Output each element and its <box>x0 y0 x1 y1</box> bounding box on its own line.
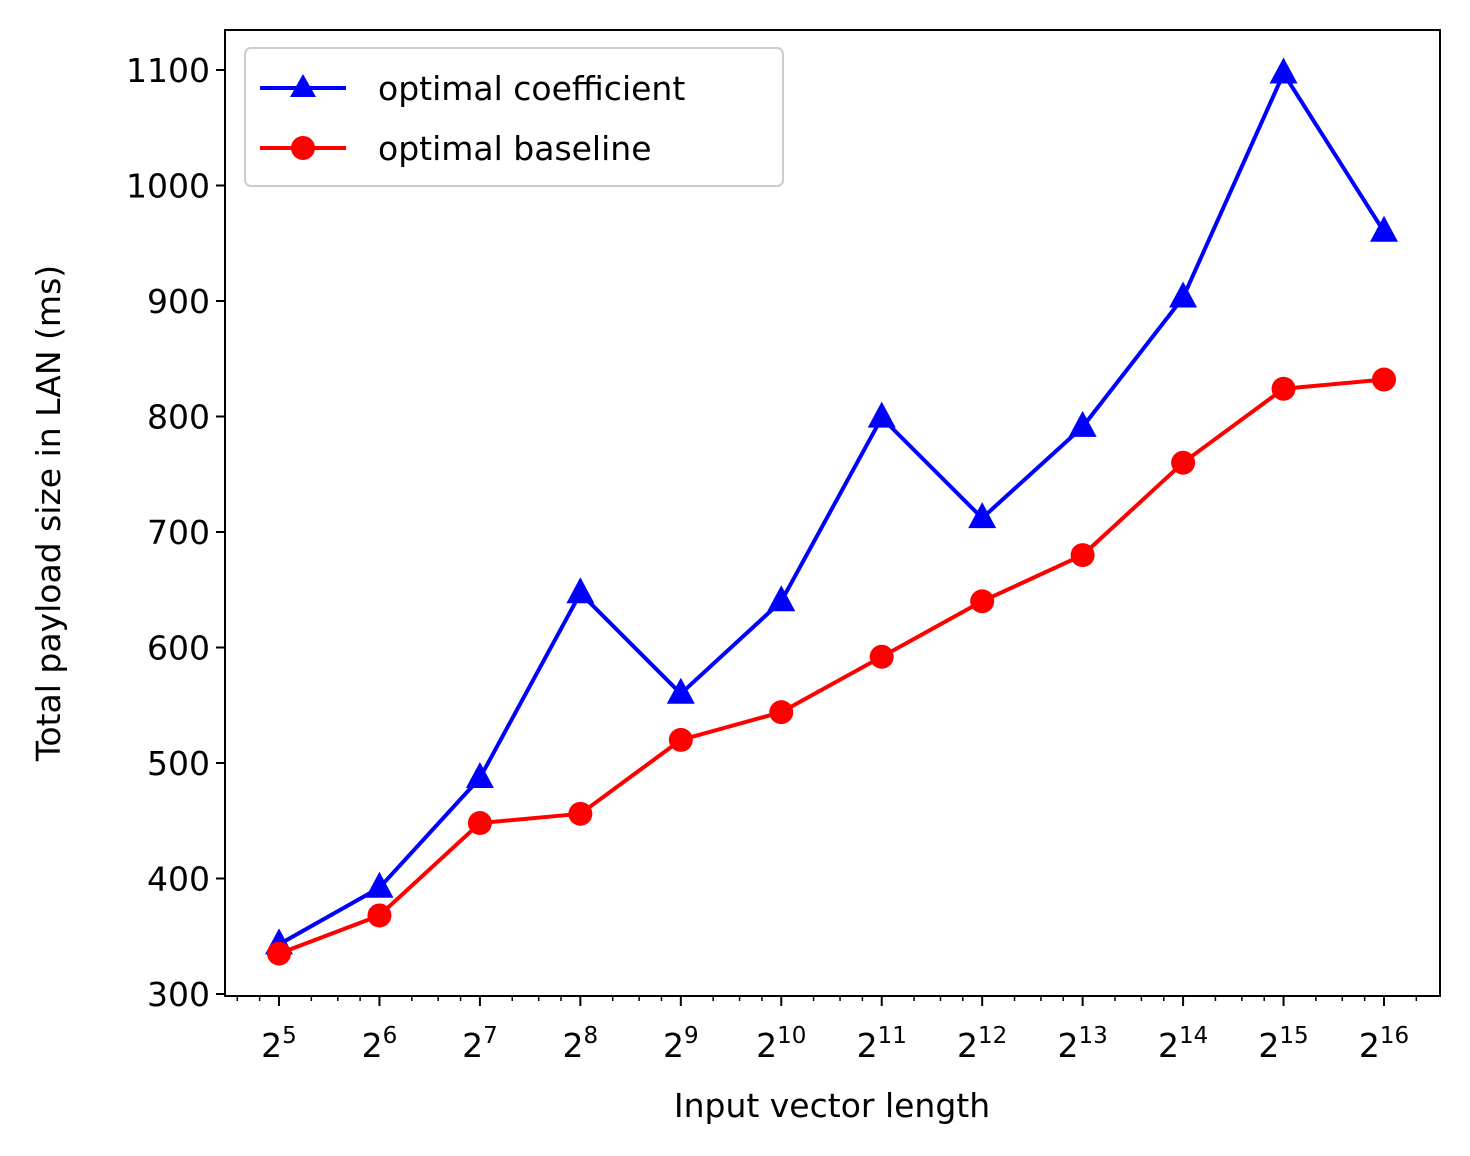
x-tick-base: 2 <box>663 1026 684 1065</box>
x-tick-base: 2 <box>563 1026 584 1065</box>
x-tick-base: 2 <box>857 1026 878 1065</box>
x-tick-exponent: 7 <box>483 1023 498 1049</box>
y-tick-label: 600 <box>147 629 210 668</box>
x-tick-label: 212 <box>957 1023 1007 1065</box>
series-line-optimal-baseline <box>278 377 1385 956</box>
legend-triangle-marker <box>290 74 316 97</box>
x-tick-label: 216 <box>1359 1023 1409 1065</box>
plot-frame <box>224 29 1441 997</box>
legend-box <box>244 47 784 187</box>
legend-label-coefficient: optimal coefficient <box>378 69 685 108</box>
y-tick-label: 900 <box>147 282 210 321</box>
x-tick-base: 2 <box>957 1026 978 1065</box>
data-point-circle <box>267 941 291 966</box>
x-tick-exponent: 6 <box>383 1023 398 1049</box>
data-point-circle <box>970 589 995 614</box>
x-tick-label: 213 <box>1057 1023 1107 1065</box>
data-point-triangle <box>365 871 394 898</box>
x-tick-base: 2 <box>756 1026 777 1065</box>
y-tick-label: 300 <box>147 975 210 1014</box>
x-tick-label: 26 <box>362 1023 398 1065</box>
x-tick-exponent: 9 <box>684 1023 699 1049</box>
x-tick-label: 210 <box>756 1023 806 1065</box>
x-tick-base: 2 <box>1359 1026 1380 1065</box>
x-axis: 25 26 27 28 29 210 211 212 213 214 215 216 <box>236 996 1418 1065</box>
x-tick-exponent: 16 <box>1380 1023 1409 1049</box>
data-point-triangle <box>867 401 896 428</box>
data-point-circle <box>1372 367 1396 392</box>
data-point-triangle <box>566 577 595 604</box>
x-tick-exponent: 13 <box>1078 1023 1107 1049</box>
x-tick-base: 2 <box>362 1026 383 1065</box>
x-tick-base: 2 <box>1057 1026 1078 1065</box>
data-point-circle <box>769 700 794 725</box>
y-axis-label: Total payload size in LAN (ms) <box>29 265 68 762</box>
x-tick-exponent: 5 <box>282 1023 297 1049</box>
data-point-triangle <box>767 585 796 612</box>
data-point-circle <box>1171 450 1196 475</box>
data-point-triangle <box>1370 215 1398 242</box>
data-point-circle <box>467 811 492 836</box>
legend-label-baseline: optimal baseline <box>378 129 652 168</box>
data-point-circle <box>1070 543 1095 568</box>
data-point-triangle <box>1068 410 1097 437</box>
x-tick-exponent: 8 <box>584 1023 599 1049</box>
y-tick-label: 700 <box>147 513 210 552</box>
data-point-circle <box>869 644 894 669</box>
y-tick-label: 1100 <box>126 51 210 90</box>
data-point-circle <box>668 727 693 752</box>
y-axis: 300 400 500 600 700 800 900 1000 1100 <box>126 51 225 1014</box>
x-tick-label: 27 <box>462 1023 498 1065</box>
x-tick-label: 215 <box>1258 1023 1308 1065</box>
legend-circle-marker <box>291 136 315 160</box>
y-tick-label: 1000 <box>126 167 210 206</box>
x-tick-exponent: 10 <box>777 1023 806 1049</box>
x-tick-exponent: 12 <box>978 1023 1007 1049</box>
x-tick-label: 28 <box>563 1023 599 1065</box>
data-point-triangle <box>1169 281 1198 308</box>
y-tick-label: 400 <box>147 860 210 899</box>
data-point-triangle <box>1269 57 1298 84</box>
x-tick-label: 211 <box>857 1023 907 1065</box>
x-tick-exponent: 15 <box>1279 1023 1308 1049</box>
x-tick-base: 2 <box>462 1026 483 1065</box>
data-point-triangle <box>968 502 997 529</box>
x-tick-label: 214 <box>1158 1023 1208 1065</box>
x-tick-label: 25 <box>261 1023 297 1065</box>
data-point-circle <box>1271 376 1296 401</box>
data-point-triangle <box>666 677 695 704</box>
x-tick-exponent: 14 <box>1179 1023 1208 1049</box>
data-point-circle <box>367 903 392 928</box>
legend: optimal coefficient optimal baseline <box>244 47 784 187</box>
x-tick-label: 29 <box>663 1023 699 1065</box>
x-axis-label: Input vector length <box>674 1086 990 1125</box>
y-tick-label: 500 <box>147 744 210 783</box>
y-tick-label: 800 <box>147 398 210 437</box>
series-layer <box>265 57 1398 966</box>
x-tick-base: 2 <box>1258 1026 1279 1065</box>
x-tick-base: 2 <box>1158 1026 1179 1065</box>
x-tick-exponent: 11 <box>878 1023 907 1049</box>
data-point-circle <box>568 801 593 826</box>
x-tick-base: 2 <box>261 1026 282 1065</box>
data-point-triangle <box>465 762 494 789</box>
series-line-optimal-coefficient <box>278 71 1386 947</box>
